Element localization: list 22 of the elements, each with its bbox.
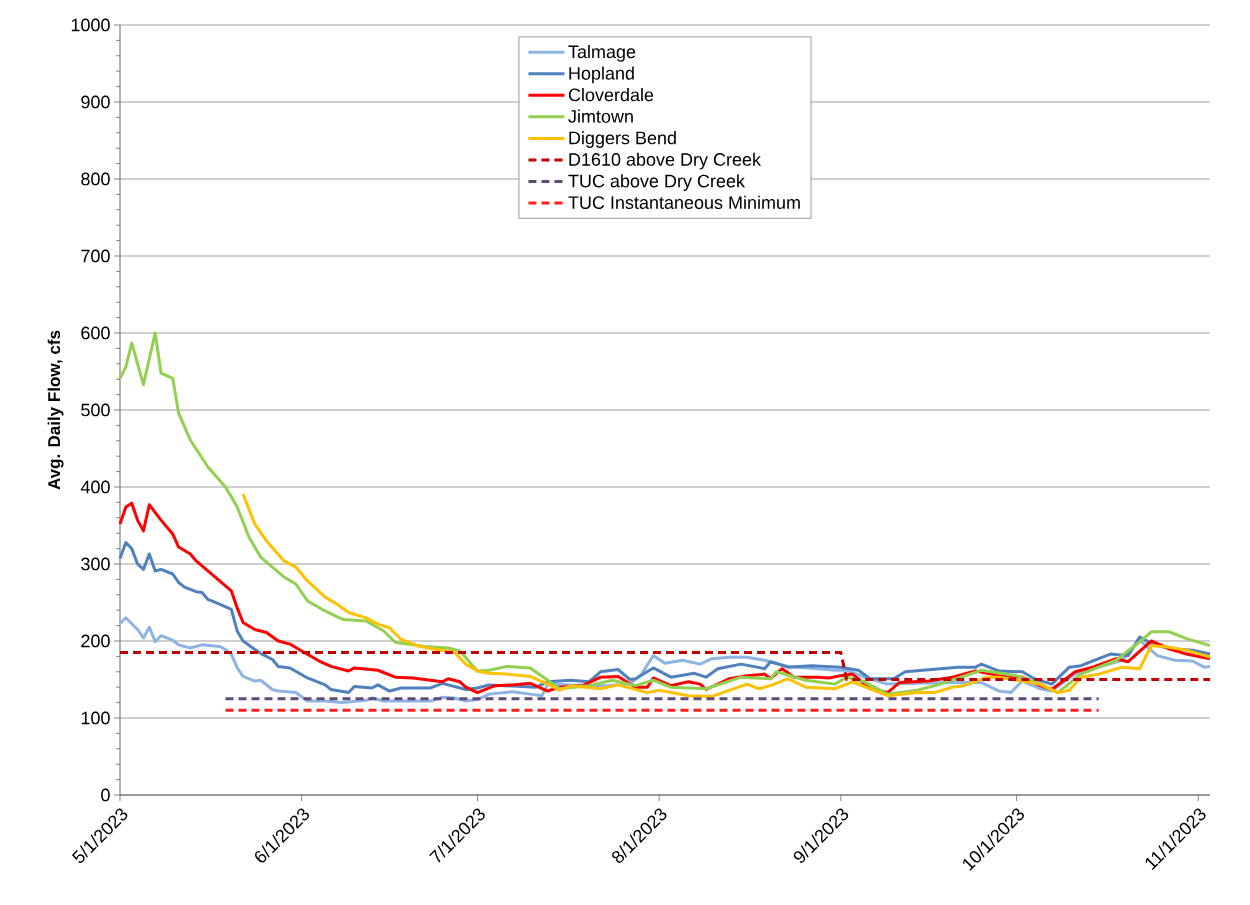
- y-tick-label: 600: [81, 326, 110, 340]
- legend-label: Cloverdale: [568, 88, 654, 102]
- legend-label: Talmage: [568, 44, 636, 62]
- y-tick-label: 700: [81, 249, 110, 263]
- y-tick-label: 1000: [71, 18, 110, 32]
- y-tick-label: 0: [101, 788, 110, 802]
- legend-label: Hopland: [569, 66, 634, 84]
- line-series: [118, 331, 1212, 696]
- y-tick-label: 500: [81, 403, 110, 417]
- y-tick-label: 400: [80, 480, 110, 494]
- y-tick-label: 300: [81, 557, 110, 571]
- y-tick-label: 100: [81, 711, 110, 725]
- y-tick-label: 200: [81, 634, 110, 648]
- legend-label: Jimtown: [568, 109, 633, 123]
- legend-label: D1610 above Dry Creek: [569, 152, 762, 170]
- legend-label: TUC Instantaneous Minimum: [568, 195, 800, 209]
- y-tick-label: 800: [81, 172, 110, 186]
- y-tick-label: 900: [81, 95, 110, 109]
- legend-label: Diggers Bend: [569, 131, 676, 148]
- line-series: [241, 492, 1212, 698]
- legend-label: TUC above Dry Creek: [568, 174, 745, 191]
- y-axis-title: Avg. Daily Flow, cfs: [47, 330, 64, 490]
